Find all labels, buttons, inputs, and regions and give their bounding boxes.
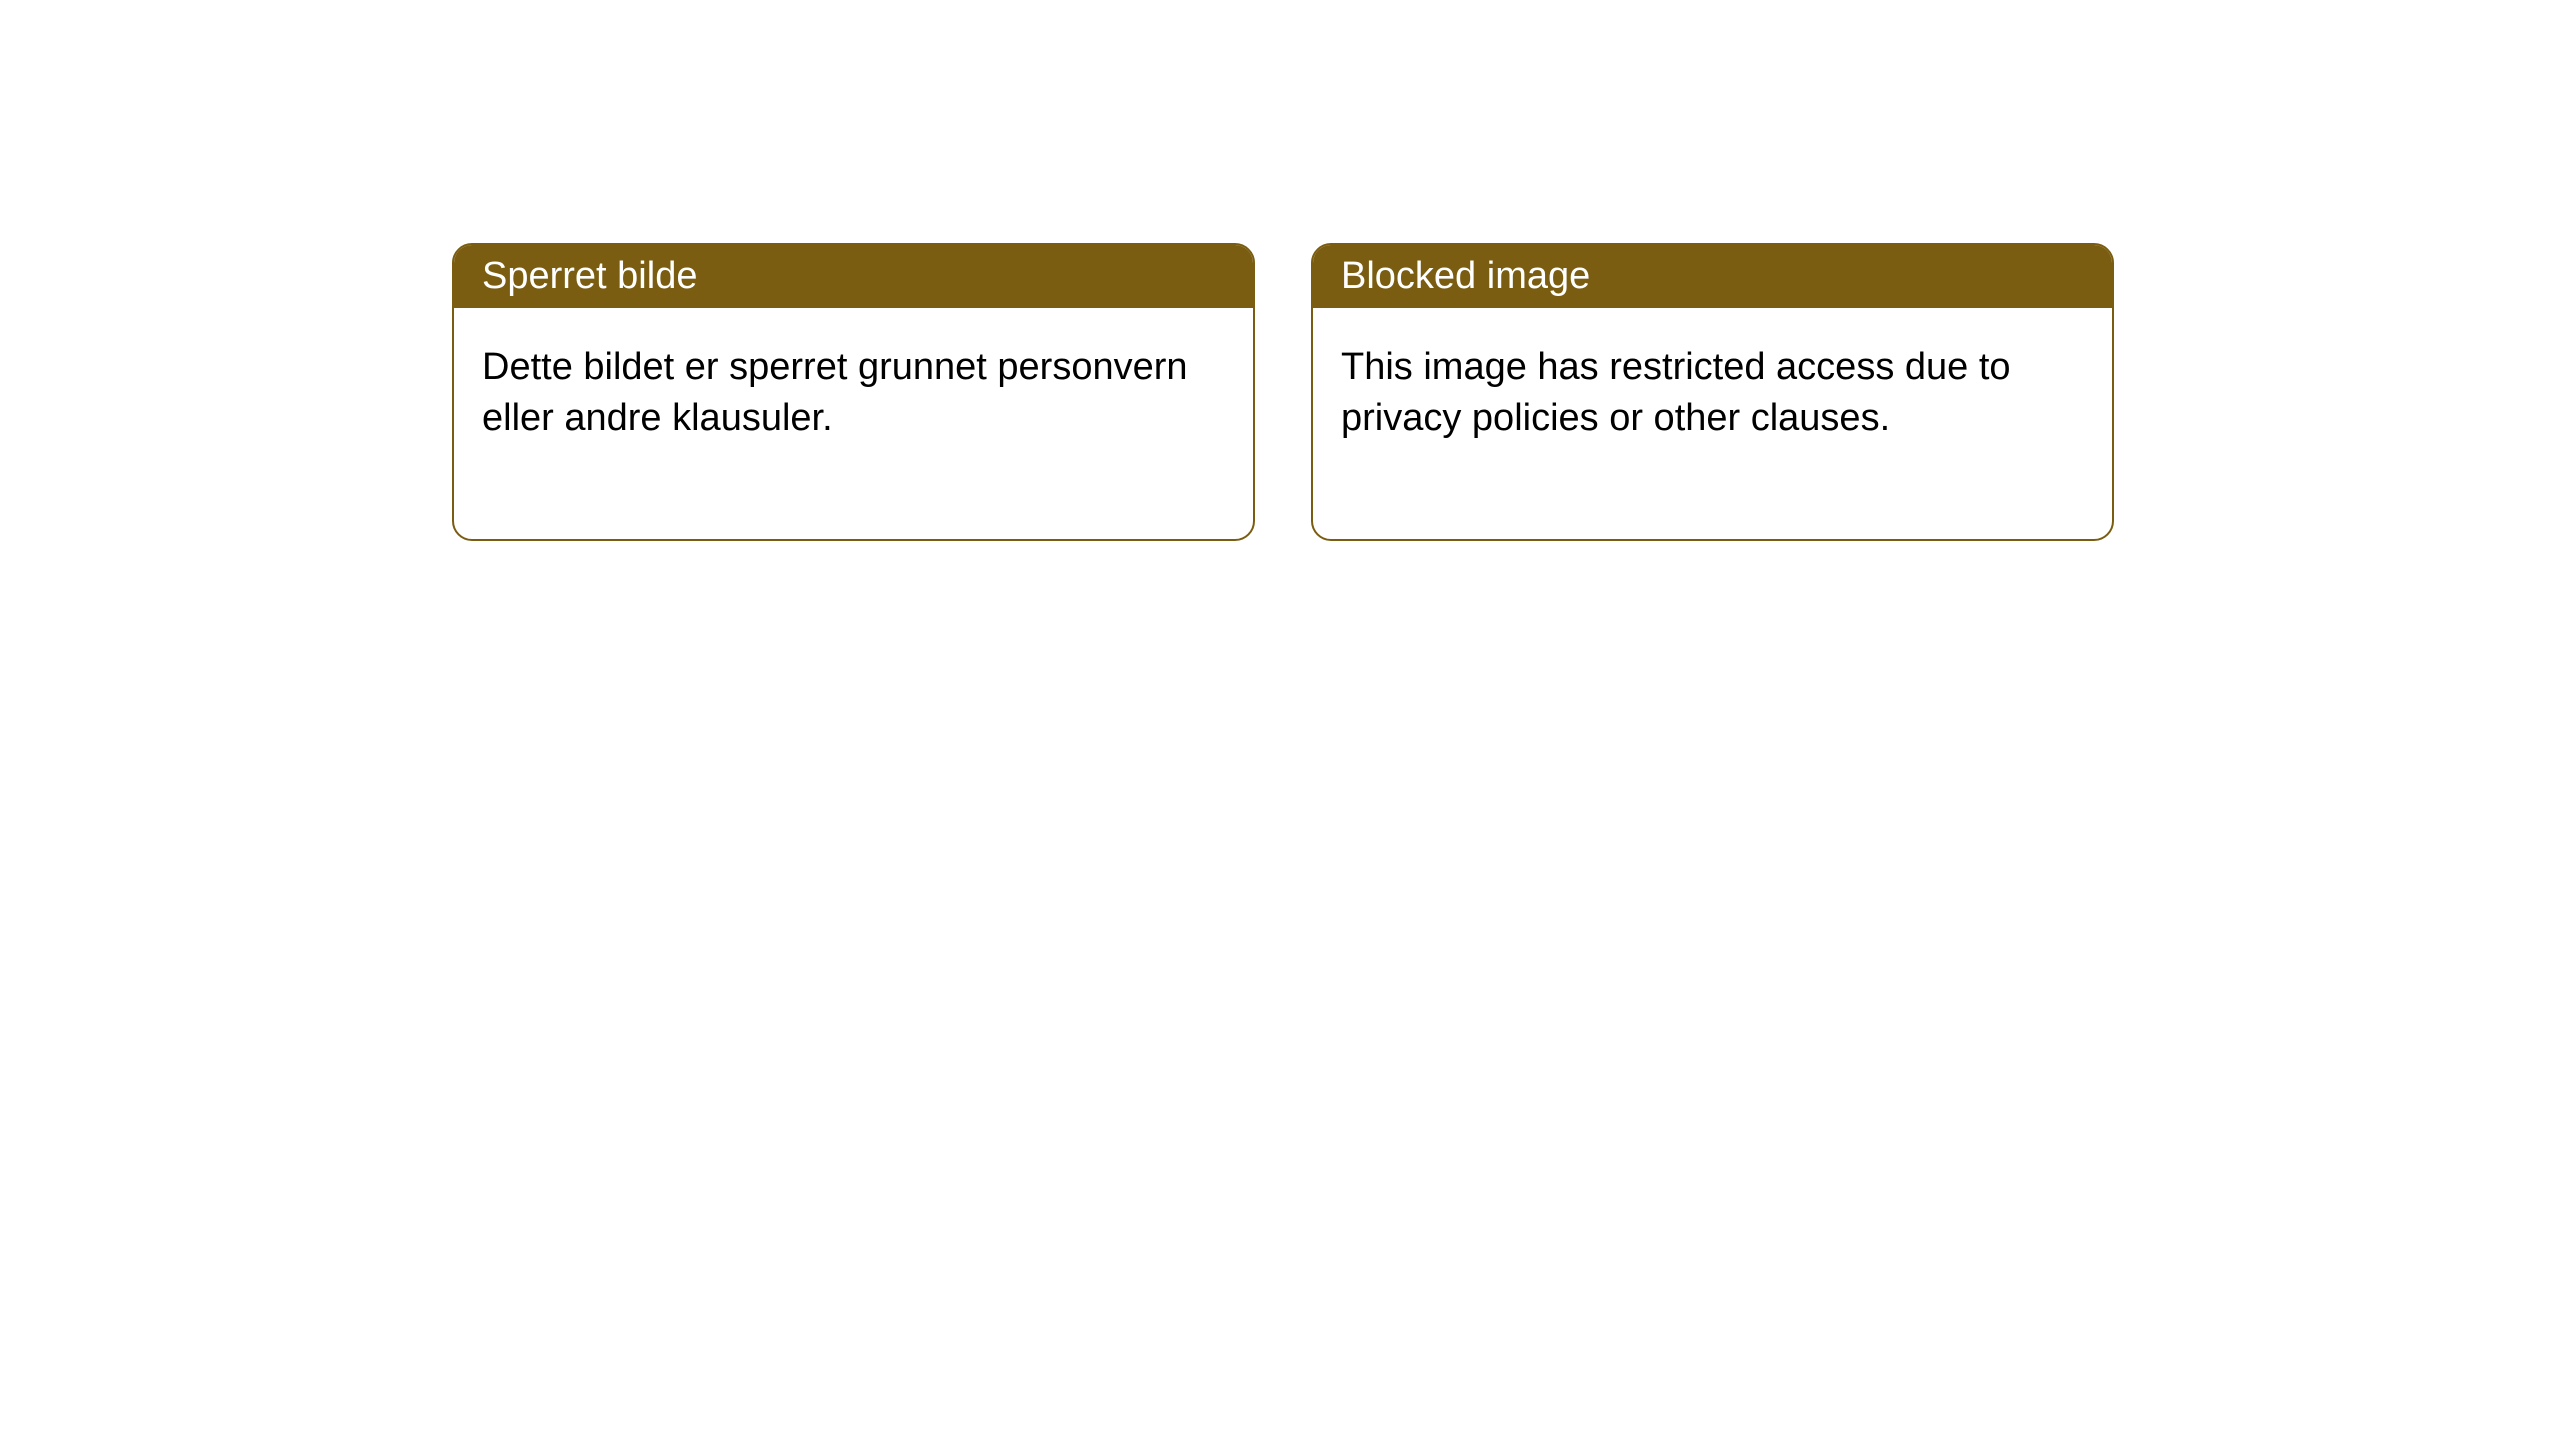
card-body: Dette bildet er sperret grunnet personve…	[454, 308, 1253, 539]
card-body-text: Dette bildet er sperret grunnet personve…	[482, 346, 1188, 439]
card-header: Sperret bilde	[454, 245, 1253, 308]
blocked-image-card-no: Sperret bilde Dette bildet er sperret gr…	[452, 243, 1255, 541]
card-body: This image has restricted access due to …	[1313, 308, 2112, 539]
card-title: Sperret bilde	[482, 255, 697, 297]
card-body-text: This image has restricted access due to …	[1341, 346, 2011, 439]
card-header: Blocked image	[1313, 245, 2112, 308]
blocked-image-card-en: Blocked image This image has restricted …	[1311, 243, 2114, 541]
card-title: Blocked image	[1341, 255, 1590, 297]
card-container: Sperret bilde Dette bildet er sperret gr…	[0, 0, 2560, 541]
